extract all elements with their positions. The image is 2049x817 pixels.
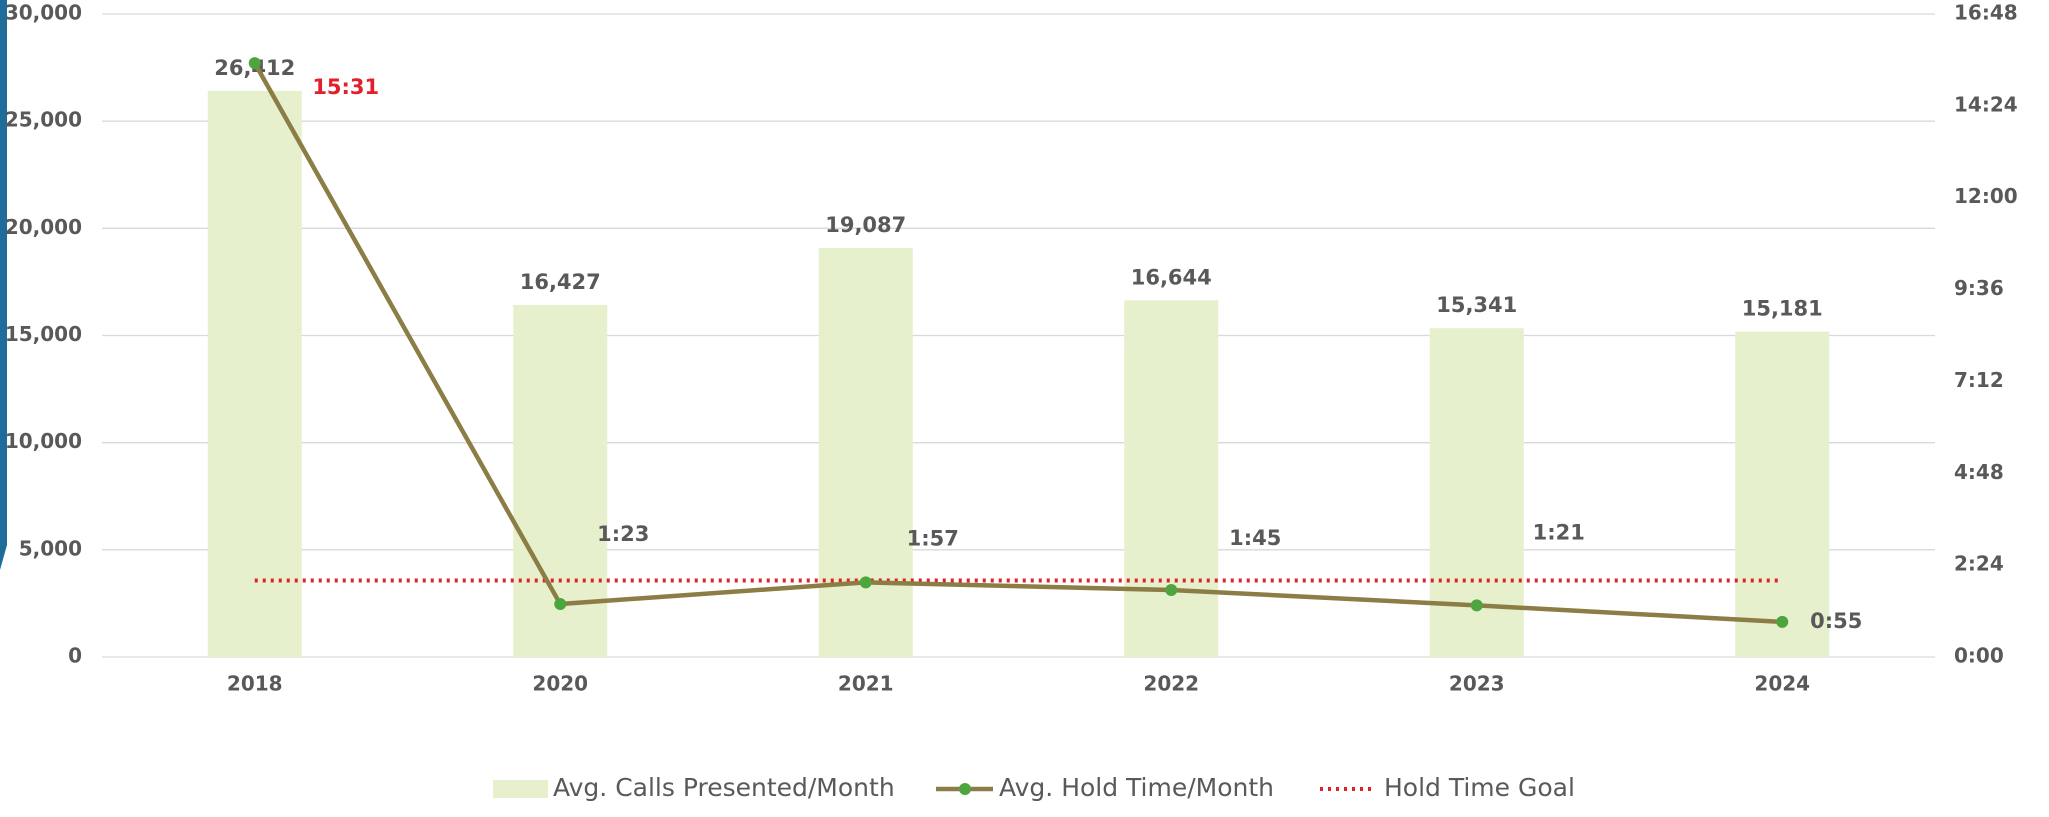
line-marker — [1165, 584, 1178, 597]
y2-tick-label: 12:00 — [1954, 184, 2018, 208]
x-tick-label: 2021 — [838, 672, 894, 696]
bar — [207, 90, 302, 657]
legend-label: Avg. Calls Presented/Month — [553, 773, 895, 802]
line-value-label: 1:57 — [907, 526, 959, 550]
bar-value-label: 16,644 — [1131, 265, 1212, 289]
line-marker — [554, 598, 567, 611]
x-tick-label: 2020 — [532, 672, 588, 696]
x-tick-label: 2018 — [227, 672, 283, 696]
bar — [818, 247, 913, 657]
line-value-label: 15:31 — [312, 75, 379, 99]
y2-tick-label: 7:12 — [1954, 368, 2004, 392]
y2-tick-label: 16:48 — [1954, 1, 2018, 25]
bar — [1735, 331, 1830, 657]
y-tick-label: 30,000 — [5, 1, 82, 25]
bar-value-label: 15,181 — [1742, 297, 1823, 321]
bar — [1124, 300, 1219, 657]
side-strip — [0, 525, 7, 570]
line-value-label: 1:21 — [1533, 520, 1585, 544]
line-value-label: 0:55 — [1810, 609, 1862, 633]
y2-tick-label: 14:24 — [1954, 92, 2018, 116]
x-tick-label: 2024 — [1754, 672, 1810, 696]
line-marker — [1470, 599, 1483, 612]
y-tick-label: 20,000 — [5, 215, 82, 239]
y-tick-label: 15,000 — [5, 322, 82, 346]
y-tick-label: 5,000 — [19, 536, 82, 560]
legend-label: Avg. Hold Time/Month — [999, 773, 1274, 802]
side-strip — [0, 0, 7, 540]
legend-label: Hold Time Goal — [1384, 773, 1575, 802]
hold-time-line — [252, 62, 1783, 625]
y-tick-label: 25,000 — [5, 108, 82, 132]
bar-value-label: 19,087 — [825, 213, 906, 237]
line-value-label: 1:23 — [597, 522, 649, 546]
x-tick-label: 2022 — [1143, 672, 1199, 696]
line-marker — [248, 57, 261, 70]
y2-tick-label: 2:24 — [1954, 552, 2004, 576]
y-tick-label: 0 — [68, 644, 82, 668]
y2-tick-label: 9:36 — [1954, 276, 2004, 300]
line-marker — [859, 576, 872, 589]
y2-tick-label: 4:48 — [1954, 460, 2004, 484]
y-tick-label: 10,000 — [5, 429, 82, 453]
bar-value-label: 16,427 — [520, 270, 601, 294]
bar-value-label: 15,341 — [1436, 293, 1517, 317]
y2-tick-label: 0:00 — [1954, 644, 2004, 668]
legend-swatch — [493, 780, 548, 798]
line-value-label: 1:45 — [1229, 526, 1281, 550]
line-marker — [1776, 615, 1789, 628]
x-tick-label: 2023 — [1449, 672, 1505, 696]
legend-marker — [959, 783, 971, 795]
